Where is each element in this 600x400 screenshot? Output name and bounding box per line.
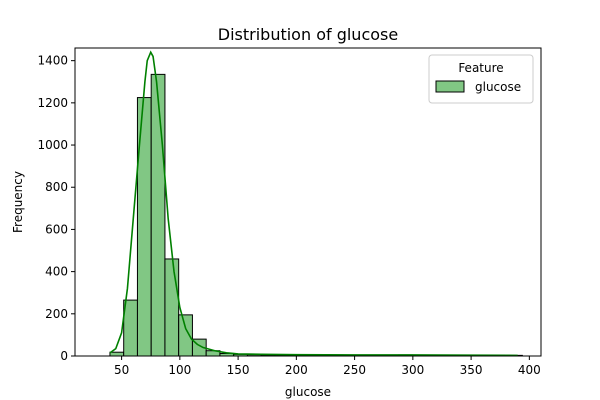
chart-title: Distribution of glucose [218,25,398,44]
y-tick-label: 800 [45,180,68,194]
y-axis-label: Frequency [11,171,25,233]
y-tick-label: 1200 [37,96,68,110]
legend-title: Feature [458,61,503,75]
y-tick-label: 400 [45,265,68,279]
x-tick-label: 100 [168,363,191,377]
kde-curve [109,50,518,357]
histogram-bar [109,351,125,357]
y-tick-label: 600 [45,222,68,236]
x-tick-label: 200 [285,363,308,377]
legend-entry-glucose: glucose [475,80,521,94]
legend-swatch [435,80,465,93]
x-tick-label: 250 [343,363,366,377]
histogram-bar [150,73,166,357]
x-axis-ticks: 50 100 150 200 250 300 350 400 [114,356,541,377]
x-axis-label: glucose [285,385,331,399]
bars-group [109,73,523,357]
x-tick-label: 150 [227,363,250,377]
y-tick-label: 200 [45,307,68,321]
histogram-bar [123,299,138,357]
x-tick-label: 300 [401,363,424,377]
y-axis-ticks: 0 200 400 600 800 1000 1200 1400 [37,54,75,363]
y-tick-label: 0 [60,349,68,363]
y-tick-label: 1400 [37,54,68,68]
histogram-bar [164,258,180,357]
y-tick-label: 1000 [37,138,68,152]
x-tick-label: 400 [518,363,541,377]
plot-frame [74,47,542,357]
x-tick-label: 50 [114,363,129,377]
x-tick-label: 350 [460,363,483,377]
legend: Feature glucose [428,54,534,104]
